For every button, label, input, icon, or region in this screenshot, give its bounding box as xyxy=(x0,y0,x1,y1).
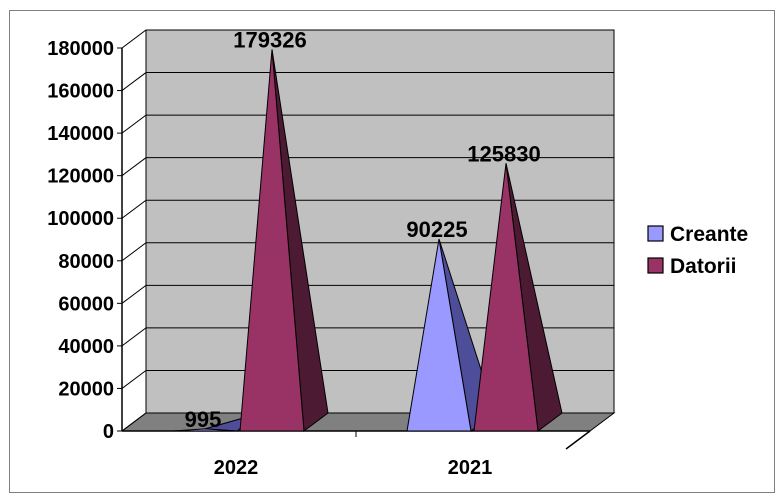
y-tick-label: 0 xyxy=(103,421,114,443)
legend-label: Datorii xyxy=(670,255,737,278)
y-tick-label: 100000 xyxy=(47,208,114,230)
y-tick-label: 140000 xyxy=(47,123,114,145)
gridline xyxy=(121,199,614,219)
data-label: 125830 xyxy=(467,141,540,166)
y-tick-label: 120000 xyxy=(47,166,114,188)
data-label: 90225 xyxy=(406,217,467,242)
pyramid-front xyxy=(473,163,539,432)
x-axis-end-line xyxy=(565,430,591,450)
y-tick-label: 80000 xyxy=(58,251,114,273)
y-tick-label: 180000 xyxy=(47,38,114,60)
data-label: 995 xyxy=(185,407,222,432)
gridline xyxy=(121,72,614,91)
pyramid-bar xyxy=(473,163,563,432)
pyramid-front xyxy=(239,49,305,432)
pyramid-front xyxy=(406,238,472,432)
gridline xyxy=(121,29,614,49)
y-tick-label: 20000 xyxy=(58,378,114,400)
gridline xyxy=(121,284,614,304)
gridline xyxy=(121,242,614,262)
data-label: 179326 xyxy=(233,27,306,52)
legend-swatch xyxy=(647,225,664,242)
x-tick-label: 2021 xyxy=(448,457,493,479)
pyramid-front xyxy=(172,428,238,432)
x-tick-label: 2022 xyxy=(214,457,259,479)
gridline xyxy=(121,157,614,177)
y-tick-label: 40000 xyxy=(58,336,114,358)
pyramid-bar xyxy=(239,49,329,432)
y-tick-label: 60000 xyxy=(58,293,114,315)
legend-swatch xyxy=(647,257,664,274)
legend-label: Creante xyxy=(670,223,748,246)
y-tick-label: 160000 xyxy=(47,81,114,103)
gridline xyxy=(121,114,614,134)
